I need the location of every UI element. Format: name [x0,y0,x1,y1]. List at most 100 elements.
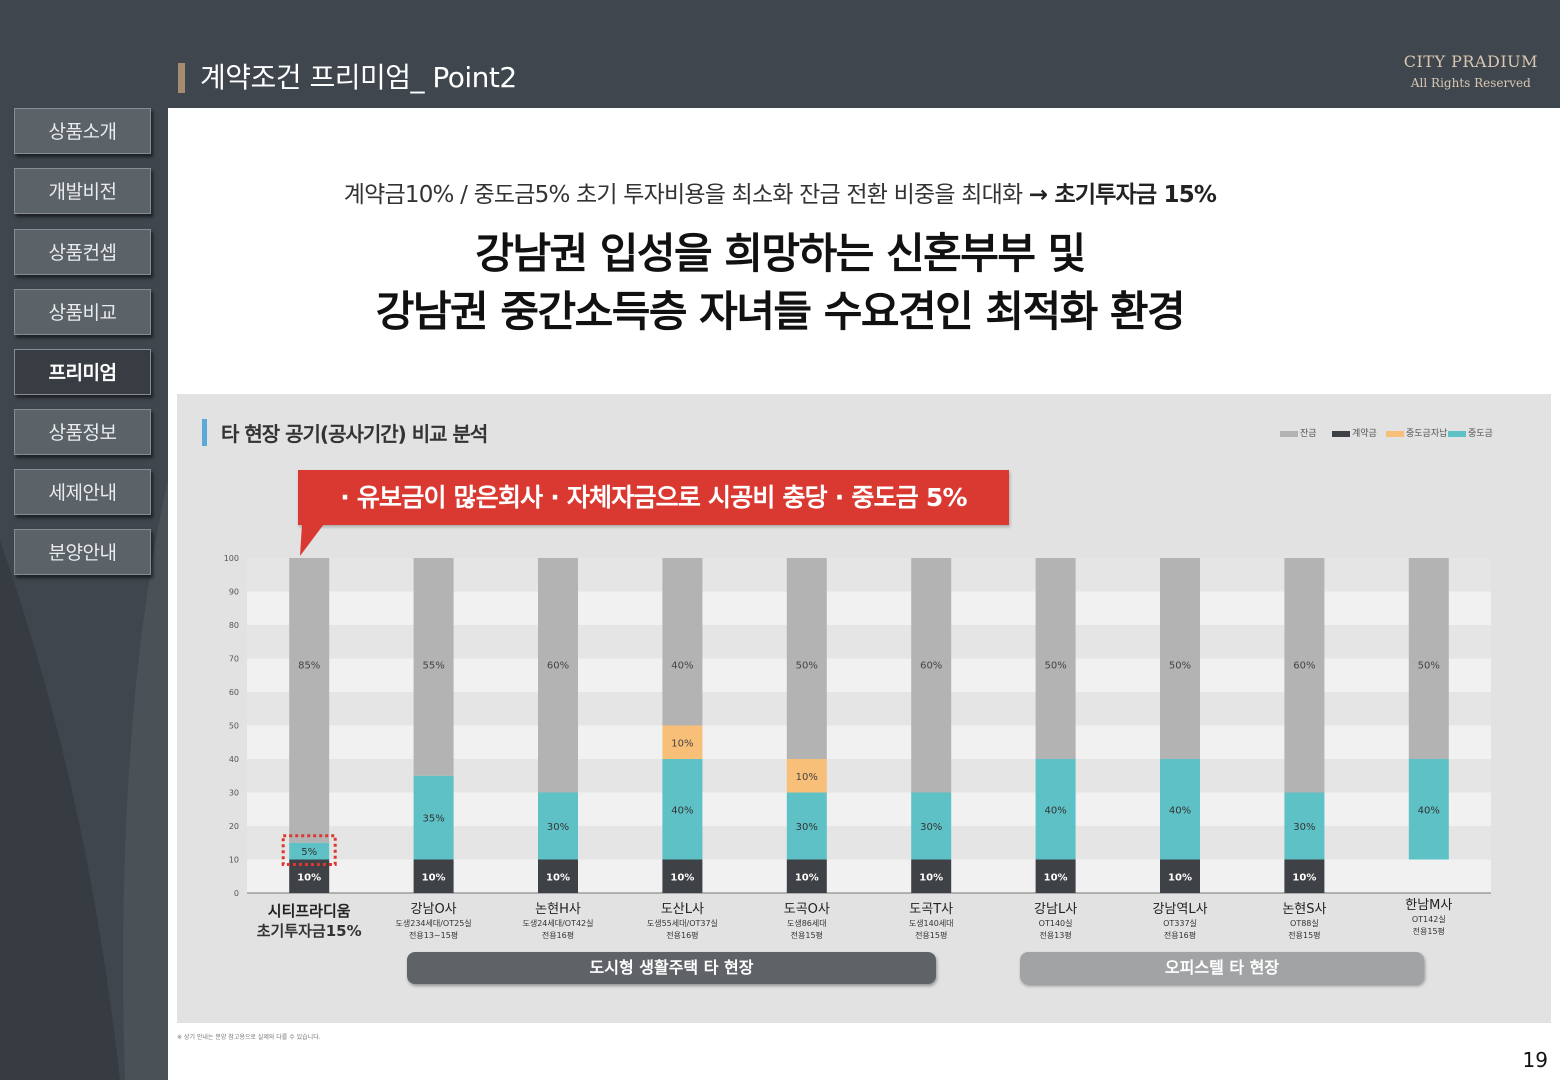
nav-item-tax-guide[interactable]: 세제안내 [14,469,151,515]
bar-segment [1408,558,1449,759]
bar-value-label: 10% [795,872,819,883]
legend-label-interim: 중도금 [1468,429,1493,439]
grid-band [247,625,1491,659]
bar-segment [413,558,454,776]
legend-swatch-balance [1280,431,1298,437]
brand-sub: All Rights Reserved [1410,76,1531,90]
bar-value-label: 30% [1293,822,1315,833]
bar-value-label: 50% [796,661,818,672]
bar-segment [1035,859,1076,893]
legend-swatch-interim [1448,431,1466,437]
legend-label-self-interim: 중도금자납 [1406,429,1448,439]
y-tick-label: 90 [229,588,239,597]
bar-value-label: 40% [1044,805,1066,816]
legend-label-deposit: 계약금 [1352,429,1377,439]
bar-value-label: 10% [422,872,446,883]
bar-segment [1035,759,1076,860]
legend-swatch-self-interim [1386,431,1404,437]
nav-item-product-concept[interactable]: 상품컨셉 [14,229,151,275]
bar-value-label: 60% [1293,661,1315,672]
y-tick-label: 70 [229,655,239,664]
bar-value-label: 30% [547,822,569,833]
x-category-detail: 초기투자금15% [257,922,362,940]
y-tick-label: 0 [234,889,239,898]
bar-segment [662,725,703,759]
page-title: 계약조건 프리미엄_ Point2 [200,61,517,94]
x-category-detail: 전용13평 [1039,930,1071,940]
bar-segment [911,859,952,893]
x-category-detail: 전용15평 [1288,930,1320,940]
x-category-detail: 도생24세대/OT42실 [522,918,593,928]
x-category-label: 도곡T사 [909,902,953,917]
bar-value-label: 10% [297,872,321,883]
nav-item-product-compare[interactable]: 상품비교 [14,289,151,335]
bar-segment [538,792,578,860]
callout-banner: · 유보금이 많은회사 · 자체자금으로 시공비 충당 · 중도금 5% [298,470,1009,525]
bar-value-label: 10% [1292,872,1316,883]
y-tick-label: 80 [229,621,239,630]
y-tick-label: 60 [229,688,239,697]
brand-name: CITY PRADIUM [1403,52,1538,71]
bar-value-label: 50% [1418,661,1440,672]
x-category-detail: 전용16평 [542,930,574,940]
bar-segment [662,859,703,893]
nav-item-premium[interactable]: 프리미엄 [14,349,151,395]
bar-value-label: 85% [298,661,320,672]
x-category-label: 논현H사 [535,902,581,917]
bar-value-label: 35% [422,814,444,825]
x-category-detail: 전용15평 [1413,926,1445,936]
highlight-box [281,834,337,866]
callout-pointer [300,524,324,556]
x-category-label: 논현S사 [1282,902,1326,917]
bar-value-label: 10% [919,872,943,883]
bar-value-label: 60% [547,661,569,672]
grid-band [247,859,1491,893]
x-category-label: 강남O사 [411,902,457,917]
bar-segment [1284,558,1325,793]
brand: CITY PRADIUM All Rights Reserved [1404,52,1538,90]
bar-segment [662,558,703,726]
bar-value-label: 5% [301,847,317,858]
headline-line-2: 강남권 중간소득층 자녀들 수요견인 최적화 환경 [375,287,1186,336]
bar-segment [538,558,578,793]
bar-segment [289,842,330,860]
bar-value-label: 40% [671,805,693,816]
bar-segment [786,792,827,860]
x-category-label: 도산L사 [661,902,704,917]
bar-value-label: 60% [920,661,942,672]
bar-value-label: 55% [422,661,444,672]
grid-band [247,759,1491,793]
grid-band [247,792,1491,826]
bar-value-label: 10% [1044,872,1068,883]
subtitle: 계약금10% / 중도금5% 초기 투자비용을 최소화 잔금 전환 비중을 최대… [0,175,1560,209]
nav-item-sales-guide[interactable]: 분양안내 [14,529,151,575]
y-tick-label: 10 [229,856,239,865]
x-category-detail: 전용15평 [791,930,823,940]
x-category-label: 강남L사 [1034,902,1077,917]
bar-value-label: 50% [1044,661,1066,672]
nav-item-product-intro[interactable]: 상품소개 [14,108,151,154]
bar-value-label: 40% [671,661,693,672]
legend-label-balance: 잔금 [1300,429,1317,439]
grid-band [247,692,1491,726]
bar-value-label: 10% [546,872,570,883]
nav-item-development-vision[interactable]: 개발비전 [14,168,151,214]
bar-segment [911,792,952,860]
page-number: 19 [1522,1048,1548,1072]
nav-item-product-info[interactable]: 상품정보 [14,409,151,455]
subtitle-text: 계약금10% / 중도금5% 초기 투자비용을 최소화 잔금 전환 비중을 최대… [343,182,1023,208]
grid-band [247,591,1491,625]
y-tick-label: 40 [229,755,239,764]
x-category-detail: 전용16평 [1164,930,1196,940]
grid-band [247,826,1491,860]
bar-segment [786,558,827,759]
x-category-detail: OT88실 [1290,918,1319,928]
bar-segment [1160,759,1200,860]
bar-segment [1408,759,1449,860]
headline-line-1: 강남권 입성을 희망하는 신혼부부 및 [475,229,1086,278]
grid-band [247,725,1491,759]
bar-segment [1160,558,1200,759]
x-category-detail: 도생140세대 [909,918,954,928]
bar-segment [1035,558,1076,759]
group-label-urban-housing: 도시형 생활주택 타 현장 [407,952,936,984]
